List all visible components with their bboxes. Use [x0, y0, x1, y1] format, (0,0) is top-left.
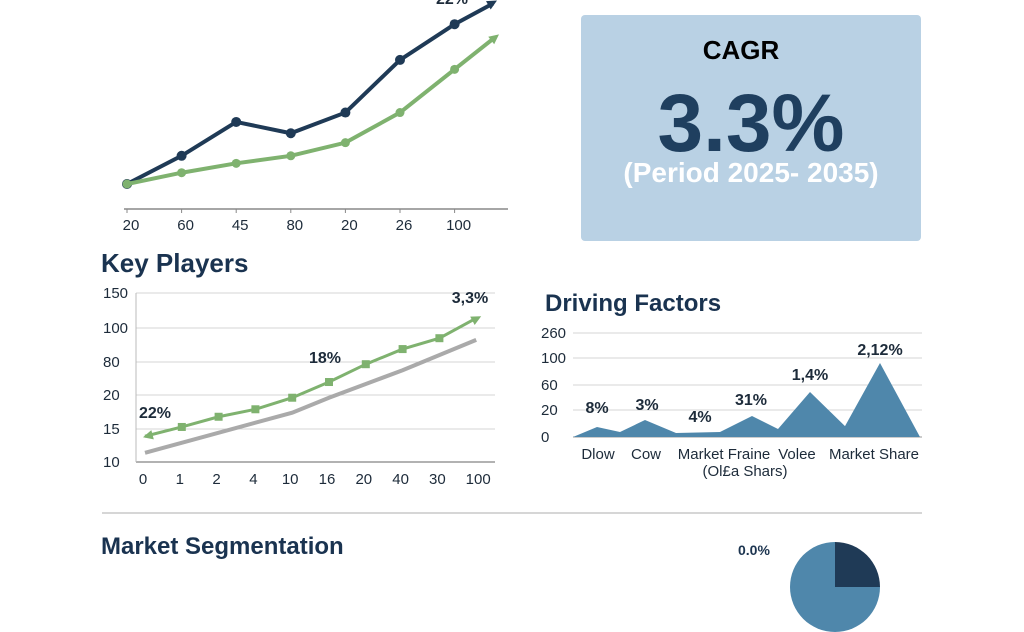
cagr-card: CAGR 3.3% (Period 2025- 2035)	[581, 15, 921, 241]
y-tick-label: 0	[541, 429, 549, 446]
cagr-title: CAGR	[702, 35, 780, 65]
x-tick-label: 4	[249, 471, 257, 488]
x-tick-label: 40	[392, 471, 409, 488]
y-tick-label: 15	[103, 421, 120, 438]
x-tick-label: 60	[177, 217, 194, 234]
annotation-label: 3,3%	[452, 290, 488, 307]
driving-factors-title: Driving Factors	[545, 290, 722, 317]
data-point	[176, 150, 187, 161]
series-line	[144, 338, 477, 455]
x-tick-label: 80	[286, 217, 303, 234]
pie-label: 0.0%	[738, 542, 770, 558]
data-point	[177, 422, 186, 431]
data-point	[395, 54, 405, 65]
growth-line-chart: 20 60 45 80 20 26 100 22%	[122, 0, 508, 234]
series-line	[126, 35, 497, 186]
data-point	[340, 107, 351, 118]
x-tick-label: 100	[446, 217, 471, 234]
x-tick-label: 26	[396, 217, 413, 234]
data-point	[361, 360, 370, 369]
arrow-head	[488, 34, 499, 45]
driving-factors-chart: 0 20 60 100 260 Dlow Cow Market Fraine Volee Mark…	[541, 325, 922, 480]
series-line	[144, 316, 477, 438]
data-point	[231, 116, 242, 127]
y-tick-label: 100	[541, 350, 566, 367]
y-tick-label: 80	[103, 354, 120, 371]
data-point	[340, 138, 350, 148]
arrow-head	[486, 0, 497, 10]
x-tick-label: 20	[355, 471, 372, 488]
series-line	[126, 1, 494, 186]
cagr-period: (Period 2025- 2035)	[623, 157, 879, 188]
data-point	[395, 108, 405, 118]
key-players-title: Key Players	[101, 248, 249, 278]
annotation-label: 4%	[688, 409, 711, 426]
x-tick-label: Dlow	[581, 446, 615, 463]
data-point	[231, 158, 241, 168]
y-tick-label: 100	[103, 320, 128, 337]
x-tick-label: 2	[212, 471, 220, 488]
market-segmentation-title: Market Segmentation	[101, 533, 344, 560]
annotation-label: 18%	[309, 350, 341, 367]
y-tick-label: 20	[541, 402, 558, 419]
data-point	[450, 64, 460, 74]
x-tick-label: 100	[466, 471, 491, 488]
y-tick-label: 60	[541, 377, 558, 394]
pie-chart	[790, 542, 880, 632]
data-point	[325, 378, 333, 387]
x-tick-label: 10	[282, 471, 299, 488]
annotation-label: 22%	[436, 0, 468, 8]
y-tick-label: 20	[103, 387, 120, 404]
data-point	[288, 393, 297, 402]
key-players-chart: 10 15 20 80 100 150 0 1 2 4 10 16 20 40 30 100 22% 18% 3,3…	[103, 285, 495, 488]
data-point	[449, 19, 460, 30]
x-tick-label: 0	[139, 471, 147, 488]
x-tick-label: Volee	[778, 446, 816, 463]
annotation-label: 8%	[585, 400, 608, 417]
y-tick-label: 260	[541, 325, 566, 342]
annotation-label: 3%	[635, 397, 658, 414]
annotation-label: 2,12%	[857, 342, 902, 359]
data-point	[398, 345, 407, 354]
annotation-label: 1,4%	[792, 367, 828, 384]
data-point	[435, 334, 444, 343]
annotation-label: 31%	[735, 392, 767, 409]
data-point	[285, 128, 296, 139]
section-divider	[102, 512, 922, 514]
arrow-head	[143, 430, 154, 440]
arrow-head	[470, 316, 482, 326]
data-point	[122, 179, 132, 189]
y-tick-label: 10	[103, 454, 120, 471]
x-tick-label: Market Share	[829, 446, 919, 463]
x-tick-label: 20	[123, 217, 140, 234]
area-series	[573, 362, 922, 437]
data-point	[177, 168, 187, 178]
x-tick-label: 45	[232, 217, 249, 234]
cagr-value: 3.3%	[657, 78, 845, 169]
data-point	[286, 151, 296, 161]
x-tick-label: Market Fraine	[678, 446, 771, 463]
y-tick-label: 150	[103, 285, 128, 302]
x-tick-label: 20	[341, 217, 358, 234]
x-subcaption: (Ol£a Shars)	[702, 463, 787, 480]
data-point	[214, 412, 223, 421]
x-tick-label: 16	[319, 471, 336, 488]
x-tick-label: Cow	[631, 446, 661, 463]
x-tick-label: 30	[429, 471, 446, 488]
data-point	[251, 405, 260, 414]
annotation-label: 22%	[139, 405, 171, 422]
x-tick-label: 1	[176, 471, 184, 488]
